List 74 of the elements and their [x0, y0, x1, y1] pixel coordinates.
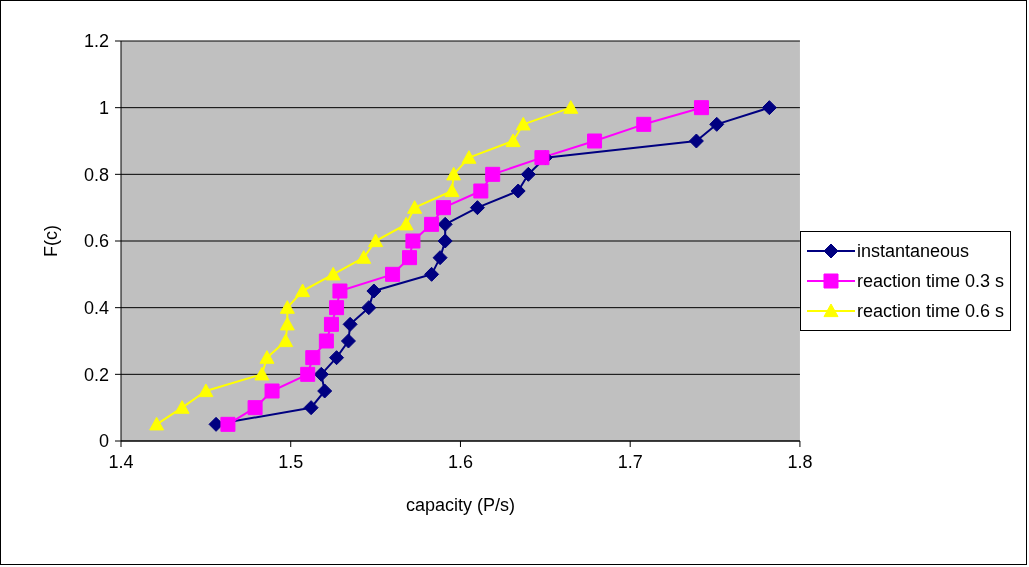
point	[325, 266, 341, 281]
point	[361, 300, 377, 316]
x-tick-label: 1.4	[108, 451, 134, 472]
point	[340, 333, 356, 349]
point	[515, 116, 531, 131]
point	[505, 133, 521, 148]
point	[174, 400, 190, 414]
legend-label: reaction time 0.3 s	[856, 270, 1004, 292]
point	[510, 183, 526, 199]
point	[356, 250, 372, 264]
point	[402, 250, 418, 266]
point	[317, 383, 333, 399]
point	[693, 100, 709, 116]
point	[220, 416, 236, 432]
point	[688, 133, 704, 149]
point	[385, 266, 401, 282]
point	[761, 100, 777, 116]
point	[437, 233, 453, 249]
point	[563, 100, 579, 114]
y-tick-label: 1.2	[83, 31, 109, 52]
point	[437, 216, 453, 232]
point	[424, 216, 440, 232]
point	[323, 316, 339, 332]
point	[279, 300, 295, 314]
point	[329, 300, 345, 316]
point	[295, 283, 311, 298]
point	[303, 400, 319, 416]
point	[432, 250, 448, 266]
point	[435, 200, 451, 216]
y-tick-label: 0	[98, 431, 109, 452]
x-axis-title: capacity (P/s)	[405, 495, 515, 515]
x-tick-label: 1.7	[617, 451, 643, 472]
point	[259, 350, 275, 364]
point	[446, 166, 462, 181]
point	[332, 283, 348, 299]
point	[461, 150, 477, 164]
point	[407, 200, 423, 214]
point	[709, 116, 725, 132]
point	[366, 283, 382, 299]
point	[305, 350, 321, 366]
point	[278, 333, 294, 348]
point	[247, 400, 263, 416]
point	[405, 233, 421, 249]
y-tick-label: 0.8	[83, 164, 109, 185]
legend-label: reaction time 0.6 s	[856, 300, 1004, 322]
point	[398, 216, 414, 231]
point	[587, 133, 603, 149]
x-tick-label: 1.6	[447, 451, 473, 472]
point	[444, 183, 460, 198]
x-tick-label: 1.5	[278, 451, 304, 472]
point	[318, 333, 334, 349]
y-tick-label: 0.4	[83, 298, 109, 319]
point	[279, 316, 295, 331]
point	[149, 416, 165, 431]
point	[368, 233, 384, 248]
point	[473, 183, 489, 199]
point	[342, 316, 358, 332]
x-tick-label: 1.8	[787, 451, 813, 472]
point	[424, 266, 440, 282]
y-tick-label: 1	[98, 98, 109, 119]
point	[520, 166, 536, 182]
point	[636, 116, 652, 132]
y-tick-label: 0.6	[83, 231, 109, 252]
y-tick-label: 0.2	[83, 364, 109, 385]
point	[300, 366, 316, 382]
point	[313, 366, 329, 382]
point	[485, 166, 501, 182]
point	[254, 366, 270, 381]
legend-label: instantaneous	[856, 240, 970, 262]
point	[469, 200, 485, 216]
point	[198, 383, 214, 398]
point	[329, 350, 345, 366]
y-axis-title: F(c)	[41, 225, 62, 257]
point	[264, 383, 280, 399]
